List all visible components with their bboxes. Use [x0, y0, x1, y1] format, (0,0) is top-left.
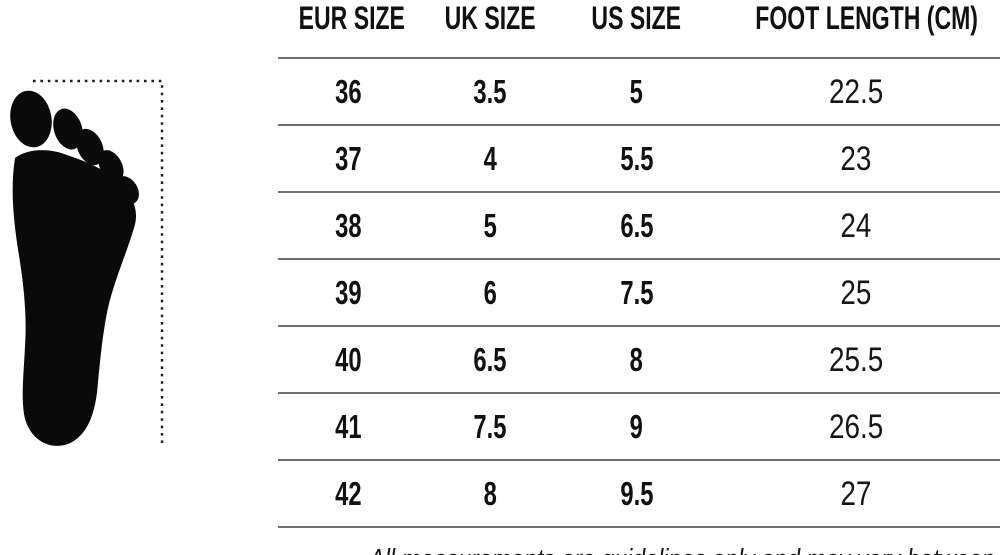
cell-eur: 39	[278, 258, 419, 326]
footprint-shape	[10, 90, 139, 446]
cell-eur: 38	[278, 191, 419, 259]
cell-foot-length: 25	[711, 258, 1000, 326]
size-table: EUR SIZE UK SIZE US SIZE FOOT LENGTH (CM…	[278, 0, 1000, 528]
cell-us: 5	[561, 57, 712, 125]
table-row: 37 4 5.5 23	[278, 124, 1000, 192]
cell-us: 6.5	[561, 191, 712, 259]
cell-eur: 37	[278, 124, 419, 192]
table-row: 36 3.5 5 22.5	[278, 57, 1000, 125]
header-uk-size: UK SIZE	[444, 0, 536, 36]
cell-uk: 5	[418, 191, 561, 259]
cell-foot-length: 26.5	[711, 392, 1000, 460]
footprint-icon	[10, 79, 164, 446]
cell-eur: 40	[278, 325, 419, 393]
table-row: 42 8 9.5 27	[278, 459, 1000, 528]
cell-uk: 6.5	[418, 325, 561, 393]
dashed-measure-outline	[33, 79, 164, 444]
cell-uk: 4	[418, 124, 561, 192]
cell-uk: 8	[418, 459, 561, 528]
cell-uk: 3.5	[418, 57, 561, 125]
size-table-area: EUR SIZE UK SIZE US SIZE FOOT LENGTH (CM…	[278, 0, 1000, 555]
cell-us: 5.5	[561, 124, 712, 192]
cell-foot-length: 24	[711, 191, 1000, 259]
cell-foot-length: 22.5	[711, 57, 1000, 125]
cell-foot-length: 23	[711, 124, 1000, 192]
cell-foot-length: 25.5	[711, 325, 1000, 393]
cell-us: 8	[561, 325, 712, 393]
cell-uk: 7.5	[418, 392, 561, 460]
table-row: 41 7.5 9 26.5	[278, 392, 1000, 460]
cell-us: 7.5	[561, 258, 712, 326]
header-row: EUR SIZE UK SIZE US SIZE FOOT LENGTH (CM…	[278, 0, 1000, 58]
cell-eur: 41	[278, 392, 419, 460]
header-eur-size: EUR SIZE	[298, 0, 405, 36]
table-row: 39 6 7.5 25	[278, 258, 1000, 326]
cell-eur: 36	[278, 57, 419, 125]
header-foot-length: FOOT LENGTH (CM)	[755, 0, 978, 36]
cell-uk: 6	[418, 258, 561, 326]
cell-us: 9	[561, 392, 712, 460]
cell-us: 9.5	[561, 459, 712, 528]
table-row: 38 5 6.5 24	[278, 191, 1000, 259]
cell-eur: 42	[278, 459, 419, 528]
table-row: 40 6.5 8 25.5	[278, 325, 1000, 393]
header-us-size: US SIZE	[591, 0, 682, 36]
footnote: All measurements are guidelines only and…	[278, 544, 1000, 555]
cell-foot-length: 27	[711, 459, 1000, 528]
